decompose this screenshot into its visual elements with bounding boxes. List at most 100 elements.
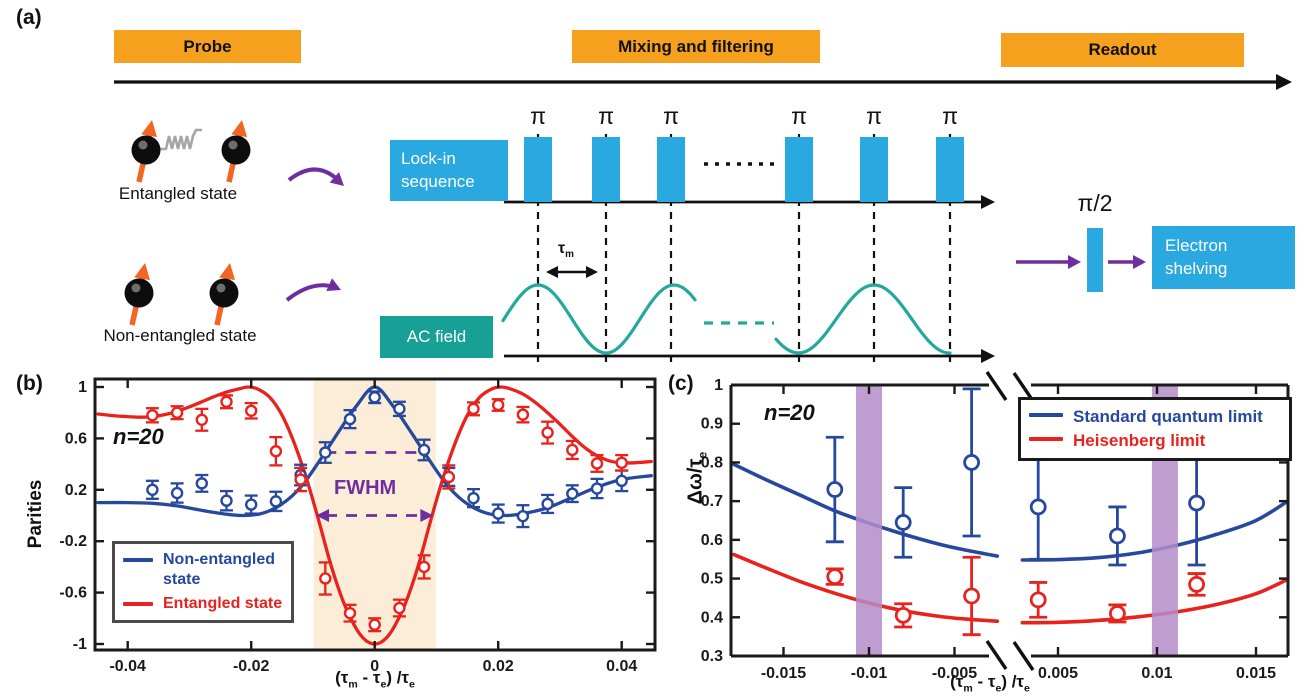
data-point-non-entangled xyxy=(244,498,258,511)
legend-label-entangled: Entangled state xyxy=(163,595,283,612)
tau-m-arrow-right-head xyxy=(586,266,598,278)
x-tick-label: 0 xyxy=(370,658,379,675)
y-tick-label: 1 xyxy=(714,377,723,394)
spin-arrow-head xyxy=(141,120,158,138)
electron-line2: shelving xyxy=(1165,258,1228,278)
legend-line-sql xyxy=(1029,413,1063,417)
data-point-entangled xyxy=(368,618,381,631)
spin-arrow-head xyxy=(231,120,248,138)
data-point-entangled xyxy=(244,404,258,417)
data-point-sql xyxy=(894,514,912,531)
lockin-line2: sequence xyxy=(401,171,475,191)
entangled-state-label: Entangled state xyxy=(118,184,238,203)
y-tick-label: 0.4 xyxy=(701,609,723,626)
fwhm-arrow-right-head xyxy=(420,509,434,522)
data-point-sql xyxy=(1109,527,1126,545)
legend-item-entangled: Entangled state xyxy=(123,594,283,614)
data-point-non-entangled xyxy=(417,443,431,457)
data-point-sql xyxy=(826,481,844,498)
legend-item-sql: Standard quantum limit xyxy=(1029,406,1281,427)
pi-pulse-label-2: π xyxy=(598,103,614,129)
ac-wave-left xyxy=(501,283,697,355)
data-point-non-entangled xyxy=(269,495,283,508)
data-point-heisenberg xyxy=(826,568,844,586)
pi-pulse-label-4: π xyxy=(791,103,807,129)
panel-b-legend: Non-entangled state Entangled state xyxy=(112,541,294,623)
data-point-non-entangled xyxy=(467,491,480,505)
data-point-non-entangled xyxy=(541,497,554,511)
y-tick-label: 1 xyxy=(78,379,87,396)
y-tick-label: 0.9 xyxy=(701,416,723,433)
data-point-non-entangled xyxy=(566,487,579,500)
axis-break-mark xyxy=(985,371,1008,401)
x-tick-label: -0.015 xyxy=(761,665,806,682)
data-point-entangled xyxy=(269,445,283,458)
data-point-entangled xyxy=(195,413,209,426)
data-point-sql xyxy=(963,454,980,471)
ion-ball xyxy=(124,278,154,308)
x-tick-label: -0.02 xyxy=(233,658,270,675)
x-tick-label: -0.005 xyxy=(932,665,977,682)
panel-b-xlabel: (τm - τe) /τe xyxy=(335,668,415,691)
data-point-entangled xyxy=(294,473,307,486)
ac-axis-arrow-head xyxy=(981,349,995,363)
probe-to-ac-arrow-head xyxy=(326,278,341,292)
timeline-arrow-head xyxy=(1276,74,1292,90)
data-point-entangled xyxy=(417,560,431,574)
data-point-heisenberg xyxy=(963,587,980,605)
panel-c-label: (c) xyxy=(668,372,694,395)
x-tick-label: 0.04 xyxy=(606,658,637,675)
ion-ball-highlight xyxy=(216,283,226,293)
to-pi-half-arrow-head xyxy=(1068,255,1081,269)
spring xyxy=(160,128,202,151)
data-point-entangled xyxy=(590,457,604,470)
tau-m-arrow-left-head xyxy=(546,266,558,278)
ion-ball xyxy=(131,135,161,165)
data-point-non-entangled xyxy=(615,474,628,488)
legend-label-non-entangled: Non-entangled state xyxy=(163,551,275,588)
data-point-entangled xyxy=(146,409,159,422)
data-point-heisenberg xyxy=(894,606,912,624)
stage-box-probe: Probe xyxy=(114,30,301,63)
data-point-heisenberg xyxy=(1188,575,1205,593)
legend-item-heisenberg: Heisenberg limit xyxy=(1029,430,1281,451)
data-point-non-entangled xyxy=(516,509,530,523)
electron-shelving-box: Electron shelving xyxy=(1152,226,1295,289)
panel-b-annotation: n=20 xyxy=(113,424,164,449)
data-point-sql xyxy=(1188,494,1205,512)
pi-pulse xyxy=(524,137,552,202)
lockin-sequence-box: Lock-in sequence xyxy=(390,140,508,201)
data-point-heisenberg xyxy=(1109,605,1126,622)
y-tick-label: 0.2 xyxy=(65,482,87,499)
y-tick-label: 0.7 xyxy=(701,493,723,510)
pi-pulse xyxy=(657,137,685,202)
pi-pulse-label-3: π xyxy=(663,103,679,129)
data-point-heisenberg xyxy=(1029,591,1047,609)
to-shelving-arrow-head xyxy=(1133,255,1146,269)
panel-c-ylabel: Δω/τe xyxy=(684,451,710,505)
data-point-non-entangled xyxy=(319,446,332,459)
data-point-non-entangled xyxy=(220,494,233,507)
data-point-entangled xyxy=(516,408,530,421)
data-point-entangled xyxy=(393,601,406,615)
data-point-entangled xyxy=(615,456,628,470)
data-point-entangled xyxy=(170,406,184,419)
x-tick-label: -0.04 xyxy=(109,658,146,675)
data-point-non-entangled xyxy=(393,402,406,416)
ion-ball-highlight xyxy=(138,140,148,150)
legend-label-heisenberg: Heisenberg limit xyxy=(1073,431,1206,451)
lockin-line1: Lock-in xyxy=(401,149,456,169)
x-tick-label: 0.01 xyxy=(1141,665,1172,682)
y-tick-label: 0.3 xyxy=(701,648,723,665)
legend-line-blue xyxy=(123,558,153,562)
data-point-entangled xyxy=(220,395,233,408)
panel-c-legend: Standard quantum limit Heisenberg limit xyxy=(1018,397,1292,461)
y-tick-label: -0.2 xyxy=(59,533,87,550)
pi-half-label: π/2 xyxy=(1077,190,1113,216)
y-tick-label: -1 xyxy=(73,636,87,653)
y-tick-label: -0.6 xyxy=(59,585,87,602)
axis-break-mark xyxy=(1012,372,1035,402)
panel-c-xlabel: (τm - τe) /τe xyxy=(950,672,1030,695)
